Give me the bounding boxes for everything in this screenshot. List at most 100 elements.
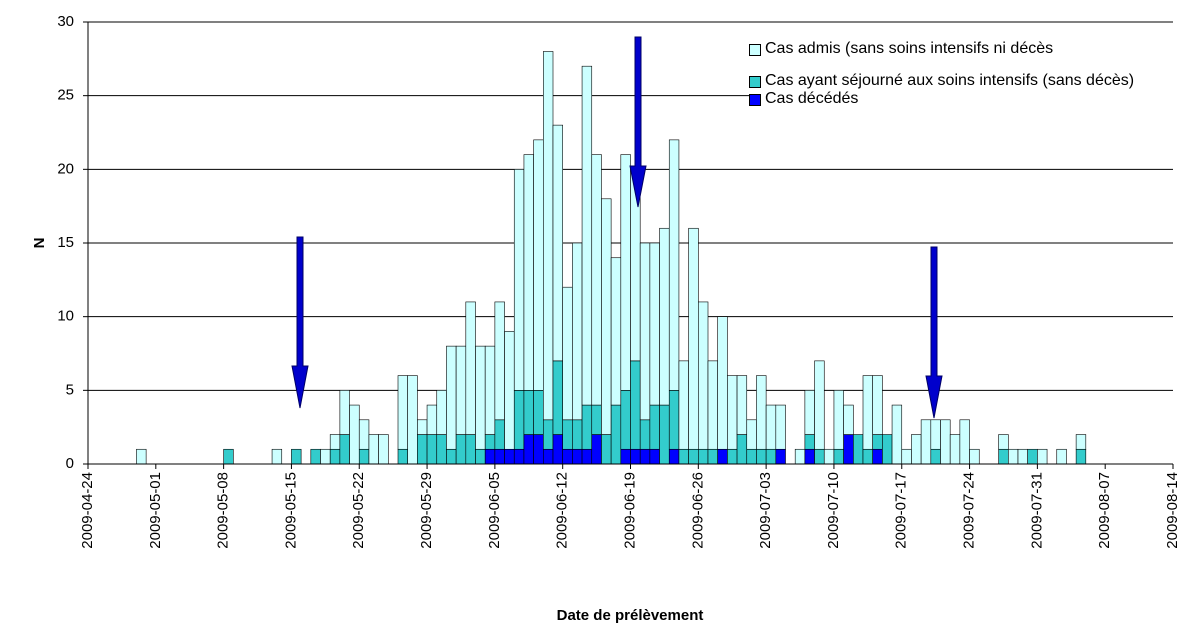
- bar-segment: [329, 448, 341, 465]
- bar-segment: [465, 301, 476, 435]
- x-tick-label: 2009-07-10: [825, 472, 842, 549]
- legend-swatch: [749, 44, 761, 56]
- bar-segment: [707, 448, 718, 465]
- bar-segment: [649, 242, 660, 406]
- bar-segment: [504, 331, 515, 450]
- bar-segment: [397, 448, 408, 465]
- bar-segment: [959, 419, 970, 465]
- bar-segment: [1037, 448, 1048, 465]
- bar-segment: [620, 390, 631, 450]
- bar-segment: [620, 448, 631, 465]
- bar-segment: [746, 419, 757, 450]
- bar-segment: [639, 419, 651, 450]
- x-tick-label: 2009-07-31: [1028, 472, 1045, 549]
- bar-segment: [358, 419, 370, 450]
- bar-segment: [911, 434, 922, 465]
- bar-segment: [513, 169, 525, 391]
- bar-segment: [639, 242, 651, 421]
- x-tick-label: 2009-07-24: [961, 472, 978, 549]
- bar-segment: [455, 434, 467, 465]
- bar-segment: [504, 448, 515, 465]
- x-tick-label: 2009-06-12: [554, 472, 571, 549]
- legend-swatch: [749, 76, 761, 88]
- bar-segment: [494, 419, 505, 450]
- x-axis-title: Date de prélèvement: [557, 607, 704, 624]
- bar-segment: [688, 448, 699, 465]
- bar-segment: [843, 434, 854, 465]
- bar-segment: [591, 434, 602, 465]
- bar-segment: [940, 419, 951, 465]
- legend-label: Cas admis (sans soins intensifs ni décès: [765, 40, 1054, 57]
- bar-segment: [649, 404, 660, 450]
- bar-segment: [494, 448, 505, 465]
- bar-segment: [484, 448, 496, 465]
- bar-segment: [1056, 448, 1067, 465]
- bar-segment: [436, 390, 447, 435]
- bar-segment: [727, 375, 738, 450]
- bar-segment: [562, 448, 573, 465]
- legend: Cas admis (sans soins intensifs ni décès…: [749, 40, 1188, 122]
- bar-segment: [872, 434, 883, 450]
- bar-segment: [358, 448, 370, 465]
- x-tick-label: 2009-05-22: [350, 472, 367, 549]
- bar-segment: [736, 375, 748, 435]
- bar-segment: [949, 434, 961, 465]
- bar-segment: [339, 390, 350, 435]
- bar-segment: [494, 301, 505, 421]
- bar-segment: [552, 434, 563, 465]
- bar-segment: [417, 419, 428, 435]
- bar-segment: [872, 375, 883, 435]
- bar-segment: [591, 404, 602, 435]
- bar-segment: [1017, 448, 1028, 465]
- bar-segment: [804, 390, 815, 435]
- bar-segment: [581, 448, 593, 465]
- arrow: [629, 36, 647, 208]
- bar-segment: [426, 404, 438, 435]
- bar-segment: [601, 434, 612, 465]
- bar-segment: [736, 434, 748, 465]
- bar-segment: [901, 448, 912, 465]
- bar-segment: [310, 448, 321, 465]
- y-tick-label: 30: [57, 13, 74, 30]
- x-tick-label: 2009-04-24: [79, 472, 96, 549]
- bar-segment: [426, 434, 438, 465]
- bar-segment: [998, 448, 1009, 465]
- bar-segment: [271, 448, 283, 465]
- bar-segment: [543, 448, 554, 465]
- y-tick-label: 10: [57, 308, 74, 325]
- bar-segment: [639, 448, 651, 465]
- bar-segment: [930, 448, 941, 465]
- bar-segment: [562, 286, 573, 421]
- bar-segment: [446, 345, 457, 450]
- bar-segment: [329, 434, 341, 450]
- arrow: [291, 236, 309, 409]
- bar-segment: [562, 419, 573, 450]
- bar-segment: [668, 448, 680, 465]
- bar-segment: [814, 448, 825, 465]
- legend-label: Cas ayant séjourné aux soins intensifs (…: [765, 72, 1135, 89]
- bar-segment: [775, 448, 786, 465]
- y-tick-label: 15: [57, 234, 74, 251]
- y-tick-label: 25: [57, 87, 74, 104]
- bar-segment: [465, 434, 476, 465]
- bar-segment: [513, 390, 525, 450]
- bar-segment: [484, 345, 496, 435]
- bar-segment: [775, 404, 786, 450]
- bar-segment: [969, 448, 980, 465]
- bar-segment: [998, 434, 1009, 450]
- bar-segment: [523, 390, 534, 435]
- bar-segment: [746, 448, 757, 465]
- bar-segment: [823, 448, 835, 465]
- legend-item: Cas décédés: [749, 90, 1188, 108]
- y-tick-label: 5: [66, 381, 74, 398]
- bar-segment: [349, 404, 360, 465]
- bar-segment: [659, 227, 670, 406]
- x-tick-label: 2009-07-03: [757, 472, 774, 549]
- bar-segment: [320, 448, 331, 465]
- bar-segment: [843, 404, 854, 435]
- legend-swatch: [749, 94, 761, 106]
- bar-segment: [872, 448, 883, 465]
- bar-segment: [1027, 448, 1038, 465]
